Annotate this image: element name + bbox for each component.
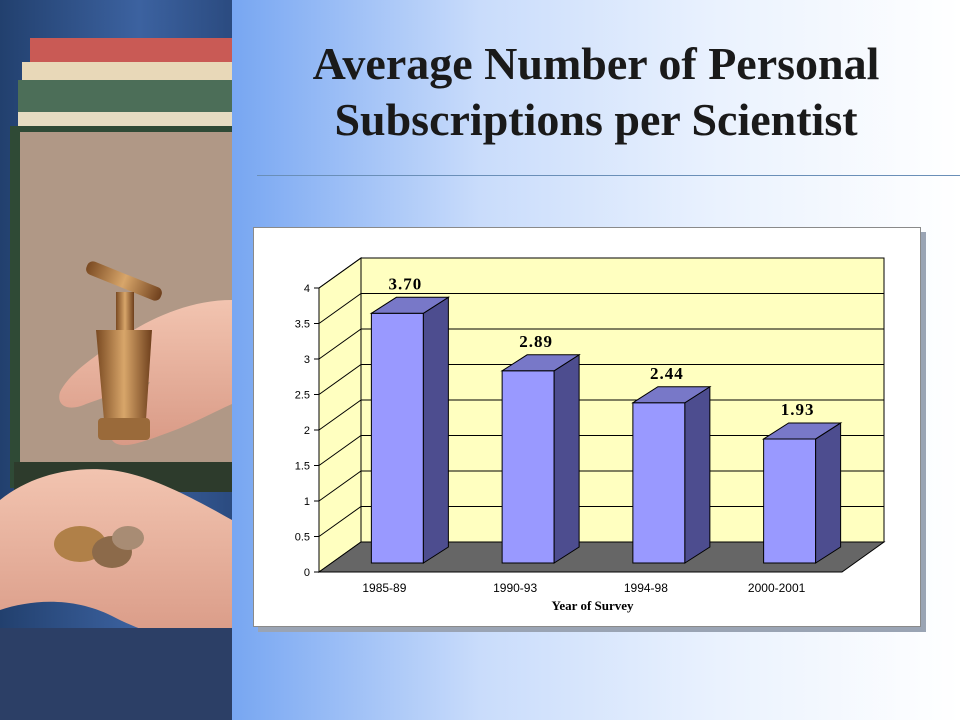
- bar-side: [815, 422, 842, 564]
- data-label: 3.70: [389, 274, 423, 293]
- x-tick-label: 1994-98: [624, 581, 668, 595]
- slide-title: Average Number of Personal Subscriptions…: [240, 36, 952, 148]
- y-tick-label: 0.5: [295, 532, 310, 544]
- bar-side: [553, 353, 580, 564]
- bar-chart: 0 0.5 1 1.5 2 2.5 3 3.5 4 3.70 1985-89 2.89 1990-93 2…: [295, 257, 886, 613]
- y-tick-label: 3.5: [295, 319, 310, 331]
- y-tick-label: 3: [304, 354, 310, 366]
- bar-side: [684, 385, 711, 564]
- hands-holding-books-faucet-coins-photo: [0, 0, 232, 720]
- x-tick-label: 1990-93: [493, 581, 537, 595]
- slide-title-line-1: Average Number of Personal: [312, 38, 880, 89]
- gridline: [318, 293, 884, 324]
- y-tick-label: 4: [304, 283, 310, 295]
- bar-front: [501, 370, 555, 564]
- y-tick-label: 0: [304, 567, 310, 579]
- gridline: [318, 328, 884, 360]
- bar-side: [422, 296, 449, 564]
- bar-top: [369, 296, 451, 314]
- y-tick-label: 2: [304, 425, 310, 437]
- bar-front: [763, 438, 817, 564]
- x-tick-label: 2000-2001: [748, 581, 806, 595]
- bar-front: [632, 402, 686, 564]
- y-tick-label: 1.5: [295, 461, 310, 473]
- bar-top: [761, 422, 843, 440]
- data-label: 2.89: [519, 332, 553, 351]
- bar-top: [631, 386, 712, 404]
- chart-area: 0 0.5 1 1.5 2 2.5 3 3.5 4 3.70 1985-89 2.89 1990-93 2…: [253, 227, 921, 627]
- x-tick-label: 1985-89: [362, 581, 406, 595]
- bar-top: [500, 354, 581, 372]
- y-tick-label: 1: [304, 496, 310, 508]
- y-tick-label: 2.5: [295, 390, 310, 402]
- gridline: [318, 257, 884, 289]
- data-label: 2.44: [650, 364, 684, 383]
- slide-title-line-2: Subscriptions per Scientist: [334, 94, 858, 145]
- gridline: [318, 364, 884, 395]
- title-divider: [257, 175, 960, 176]
- x-axis-title: Year of Survey: [551, 598, 634, 613]
- photo-panel: [0, 0, 232, 720]
- data-label: 1.93: [781, 400, 815, 419]
- bar-front: [370, 312, 424, 564]
